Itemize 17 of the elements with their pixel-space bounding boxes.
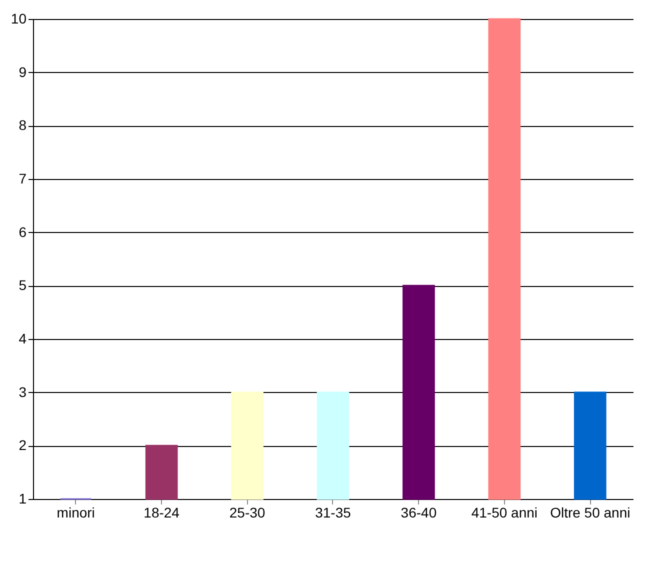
x-tick-label: 41-50 anni <box>471 504 538 520</box>
x-tick-label: 36-40 <box>400 504 437 520</box>
y-tick-label: 6 <box>18 224 27 240</box>
x-tick-label: 18-24 <box>144 504 180 520</box>
y-tick-label: 4 <box>18 330 27 346</box>
y-tick-label: 5 <box>18 277 27 294</box>
y-tick-label: 8 <box>18 117 27 134</box>
y-tick-label: 9 <box>18 64 27 80</box>
y-tick-label: 2 <box>18 437 27 454</box>
x-tick-label: Oltre 50 anni <box>550 504 630 520</box>
y-tick-label: 10 <box>10 10 27 26</box>
x-tick-label: 31-35 <box>315 504 352 520</box>
y-tick-label: 7 <box>18 170 27 186</box>
y-tick-label: 1 <box>18 490 27 506</box>
x-tick-label: 25-30 <box>229 504 266 520</box>
x-tick-label: minori <box>56 504 95 520</box>
y-tick-label: 3 <box>18 384 27 400</box>
